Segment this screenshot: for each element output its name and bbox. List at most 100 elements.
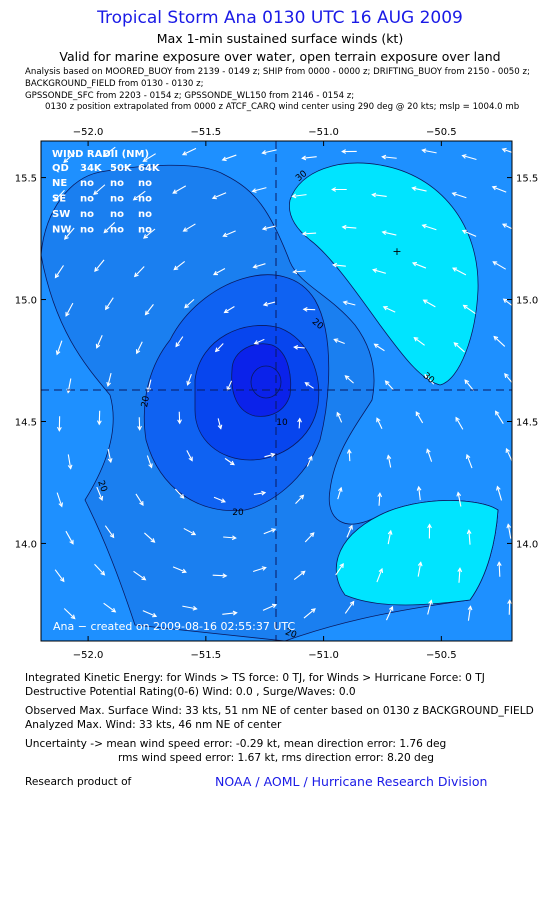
wind-arrow-icon — [253, 490, 267, 496]
map-title: Tropical Storm Ana 0130 UTC 16 AUG 2009 — [97, 8, 463, 28]
analysis-sources-line-2: BACKGROUND_FIELD from 0130 - 0130 z; — [25, 79, 204, 89]
wind-arrow-icon — [496, 485, 503, 501]
wind-arrow-icon — [105, 297, 114, 311]
wind-arrow-icon — [174, 488, 185, 499]
lat-tick-label-left: 15.5 — [15, 174, 37, 185]
wind-arrow-icon — [371, 192, 387, 198]
wind-arrow-icon — [251, 187, 267, 193]
wind-arrow-icon — [466, 529, 472, 545]
wind-arrow-icon — [507, 599, 512, 615]
wind-arrow-icon — [382, 306, 396, 313]
wind-arrow-icon — [377, 492, 383, 506]
lat-tick-label-left: 14.5 — [15, 417, 37, 428]
wind-arrow-icon — [505, 447, 512, 463]
wind-arrow-icon — [451, 191, 467, 199]
wind-radii-cell: NW — [52, 225, 71, 236]
contour-label: 20 — [140, 395, 152, 408]
wind-radii-cell: no — [138, 209, 152, 220]
wind-arrow-icon — [184, 298, 195, 309]
wind-arrow-icon — [292, 269, 306, 275]
wind-arrow-icon — [54, 569, 65, 583]
wind-radii-header: 50K — [110, 163, 133, 174]
wind-arrow-icon — [456, 491, 462, 507]
lat-tick-label-right: 14.0 — [516, 539, 538, 550]
lon-tick-label-bottom: −51.5 — [191, 650, 222, 661]
wind-arrow-icon — [331, 262, 346, 268]
creation-credit: Ana − created on 2009-08-16 02:55:37 UTC — [53, 620, 295, 633]
wind-vector-field — [53, 146, 512, 621]
uncertainty-mean: Uncertainty -> mean wind speed error: -0… — [25, 738, 447, 750]
wind-arrow-icon — [214, 343, 224, 353]
wind-arrow-icon — [67, 454, 73, 470]
analysis-sources-line-3: GPSSONDE_SFC from 2203 - 0154 z; GPSSOND… — [25, 91, 355, 101]
wind-arrow-icon — [341, 224, 357, 230]
wind-arrow-icon — [293, 570, 306, 581]
wind-arrow-icon — [337, 486, 343, 500]
wind-arrow-icon — [293, 344, 305, 350]
wind-arrow-icon — [253, 338, 265, 345]
wind-arrow-icon — [346, 524, 353, 538]
wind-radii-header: QD — [52, 163, 69, 174]
wind-radii-title: WIND RADII (NM) — [52, 149, 149, 160]
wind-arrow-icon — [107, 448, 113, 464]
map-subtitle: Max 1-min sustained surface winds (kt) — [156, 31, 404, 46]
wind-arrow-icon — [95, 335, 103, 349]
wind-arrow-icon — [224, 457, 235, 466]
wind-arrow-icon — [411, 261, 427, 269]
contour-label: 20 — [95, 479, 108, 493]
wind-arrow-icon — [93, 184, 106, 196]
destructive-potential: Destructive Potential Rating(0-6) Wind: … — [25, 686, 356, 698]
contour-region-calm-core — [250, 365, 282, 399]
wind-arrow-icon — [421, 148, 437, 154]
wind-arrow-icon — [261, 225, 277, 231]
wind-radii-cell: no — [110, 194, 124, 205]
wind-arrow-icon — [411, 186, 427, 192]
wind-arrow-icon — [335, 562, 344, 576]
wind-radii-cell: no — [138, 225, 152, 236]
wind-arrow-icon — [133, 570, 147, 581]
wind-arrow-icon — [137, 417, 142, 431]
wind-arrow-icon — [65, 530, 74, 545]
wind-arrow-icon — [262, 301, 276, 307]
wind-arrow-icon — [492, 261, 506, 270]
noaa-credit-link[interactable]: NOAA / AOML / Hurricane Research Divisio… — [215, 774, 488, 789]
wind-arrow-icon — [493, 335, 506, 347]
wind-arrow-icon — [501, 147, 512, 153]
wind-arrow-icon — [295, 494, 305, 505]
wind-arrow-icon — [504, 373, 512, 384]
lat-tick-label-right: 15.5 — [516, 174, 538, 185]
wind-arrow-icon — [336, 411, 343, 423]
wind-arrow-icon — [304, 382, 314, 389]
wind-arrow-icon — [303, 608, 316, 619]
contour-label: 20 — [232, 508, 244, 518]
lat-tick-label-left: 15.0 — [15, 296, 37, 307]
wind-arrow-icon — [132, 190, 146, 201]
wind-arrow-icon — [146, 379, 152, 393]
wind-arrow-icon — [467, 605, 473, 621]
wind-arrow-icon — [146, 455, 153, 469]
wind-arrow-icon — [181, 147, 197, 156]
wind-arrow-icon — [173, 261, 186, 271]
wind-arrow-icon — [372, 268, 386, 274]
wind-arrow-icon — [55, 340, 63, 356]
wind-arrow-icon — [342, 300, 356, 306]
wind-arrow-icon — [222, 230, 236, 238]
wind-radii-cell: no — [110, 178, 124, 189]
wind-arrow-icon — [426, 448, 433, 462]
wind-arrow-icon — [461, 154, 477, 160]
ike-summary: Integrated Kinetic Energy: for Winds > T… — [25, 672, 485, 684]
wind-arrow-icon — [135, 493, 144, 507]
wind-arrow-icon — [172, 566, 187, 574]
wind-arrow-icon — [416, 485, 422, 501]
wind-arrow-icon — [461, 229, 477, 237]
wind-arrow-icon — [183, 527, 197, 536]
wind-arrow-icon — [344, 375, 354, 384]
wind-radii-cell: SE — [52, 194, 66, 205]
wind-arrow-icon — [177, 411, 182, 425]
wind-arrow-icon — [94, 259, 105, 273]
wind-arrow-icon — [304, 532, 315, 543]
wind-arrow-icon — [465, 453, 473, 469]
wind-arrow-icon — [106, 372, 112, 388]
wind-arrow-icon — [455, 416, 464, 430]
